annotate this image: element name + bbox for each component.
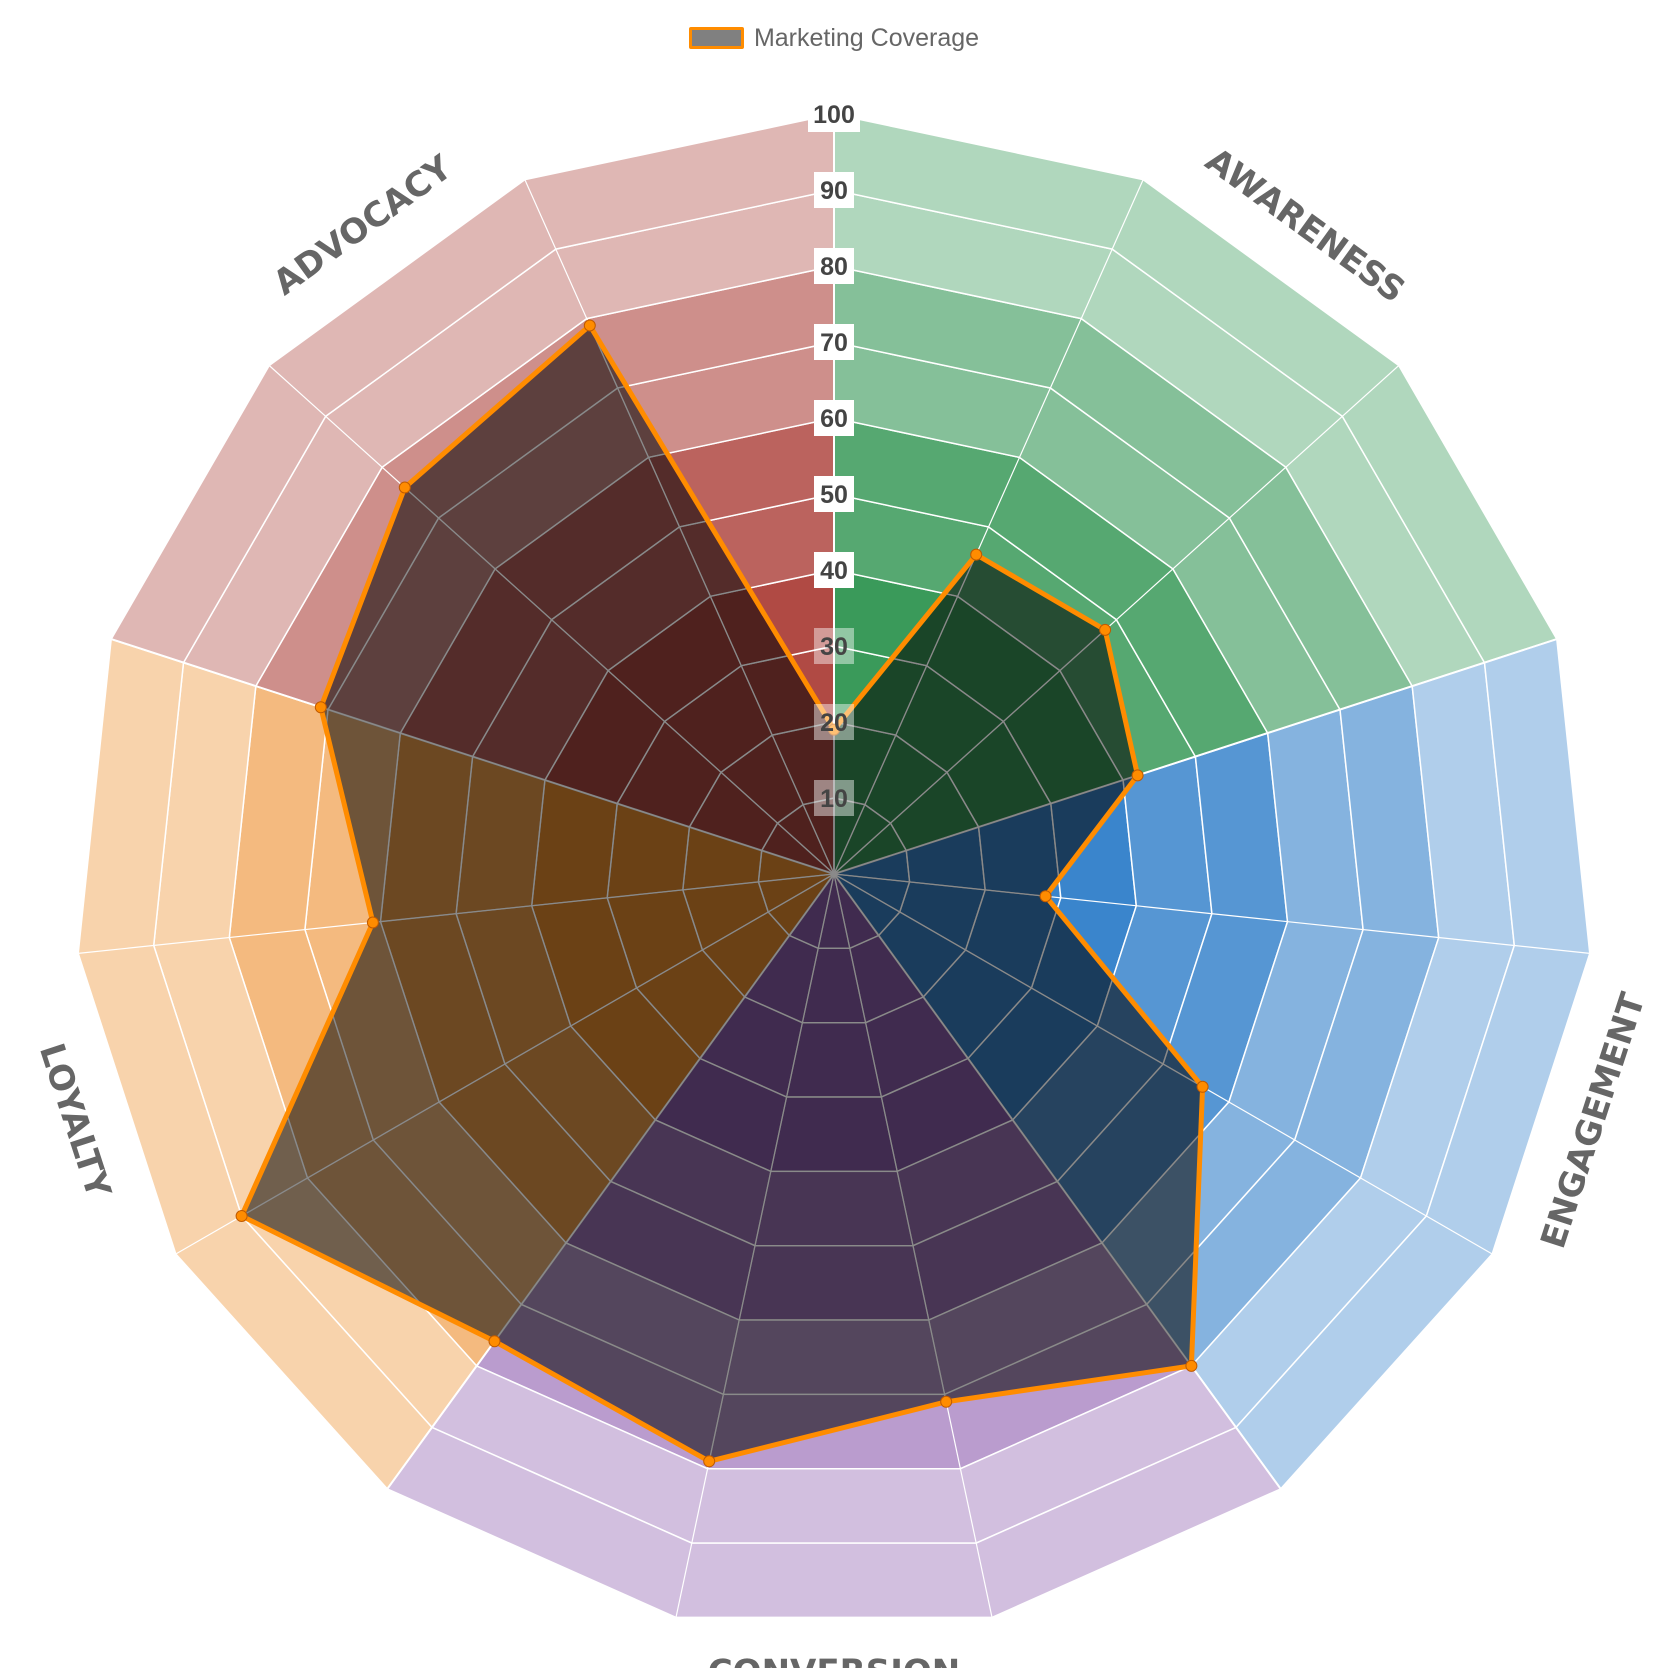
data-point-11 (235, 1210, 248, 1222)
tick-100: 100 (808, 96, 860, 132)
data-point-10 (488, 1335, 501, 1348)
inner-spoke (833, 873, 1203, 1462)
data-point-8 (940, 1395, 953, 1408)
data-point-13 (314, 701, 327, 714)
inner-ring (606, 645, 1062, 1098)
inner-ring (757, 797, 911, 949)
series-line (239, 323, 1206, 1464)
tick-label: 20 (820, 709, 848, 737)
data-point-12 (366, 916, 379, 929)
legend[interactable]: Marketing Coverage (0, 18, 1668, 58)
inner-ring (682, 721, 986, 1024)
tick-20: 20 (814, 704, 854, 740)
sector-label-loyalty: LOYALTY (31, 1039, 119, 1204)
tick-label: 30 (820, 633, 848, 661)
tick-80: 80 (814, 248, 854, 284)
tick-bg (814, 704, 854, 740)
tick-label: 10 (820, 785, 848, 813)
tick-bg (814, 780, 854, 816)
data-point-14 (398, 481, 411, 494)
inner-spoke (675, 873, 835, 1462)
tick-bg (814, 628, 854, 664)
inner-spoke (241, 638, 835, 875)
tick-30: 30 (814, 628, 854, 664)
tick-label: 100 (813, 101, 855, 129)
series-area (241, 325, 1203, 1462)
inner-ring (531, 569, 1137, 1173)
tick-10: 10 (814, 780, 854, 816)
tick-label: 50 (820, 481, 848, 509)
data-point-3 (1099, 623, 1112, 636)
tick-50: 50 (814, 476, 854, 512)
tick-label: 80 (820, 253, 848, 281)
tick-label: 70 (820, 329, 848, 357)
tick-60: 60 (814, 400, 854, 436)
inner-spoke (833, 873, 993, 1462)
data-point-6 (1196, 1080, 1209, 1093)
tick-labels: 10 20 30 40 50 60 70 80 90 100 (808, 96, 860, 816)
inner-spoke (241, 873, 835, 955)
tick-bg (814, 552, 854, 588)
tick-label: 60 (820, 405, 848, 433)
tick-40: 40 (814, 552, 854, 588)
tick-bg (814, 324, 854, 360)
inner-ring (304, 341, 1203, 1396)
inner-spoke (241, 873, 835, 1255)
tick-bg (814, 476, 854, 512)
inner-spoke (524, 325, 835, 875)
legend-label: Marketing Coverage (753, 23, 980, 52)
tick-bg (808, 96, 860, 132)
sector-label-conversion: CONVERSION (708, 1653, 961, 1668)
data-point-1 (828, 723, 840, 736)
data-point-5 (1039, 890, 1052, 903)
data-point-7 (1185, 1359, 1198, 1372)
inner-ring (379, 417, 1203, 1321)
tick-label: 90 (820, 177, 848, 205)
tick-bg (814, 400, 854, 436)
tick-label: 40 (820, 557, 848, 585)
data-point-2 (970, 548, 983, 561)
tick-bg (814, 172, 854, 208)
legend-swatch (688, 27, 744, 49)
tick-90: 90 (814, 172, 854, 208)
data-point-15 (583, 319, 596, 332)
series-overlay (235, 319, 1209, 1468)
inner-spoke (833, 873, 1203, 955)
data-point-9 (703, 1455, 716, 1468)
inner-spoke (833, 873, 1203, 1255)
tick-bg (814, 248, 854, 284)
tick-70: 70 (814, 324, 854, 360)
data-point-4 (1131, 769, 1144, 782)
